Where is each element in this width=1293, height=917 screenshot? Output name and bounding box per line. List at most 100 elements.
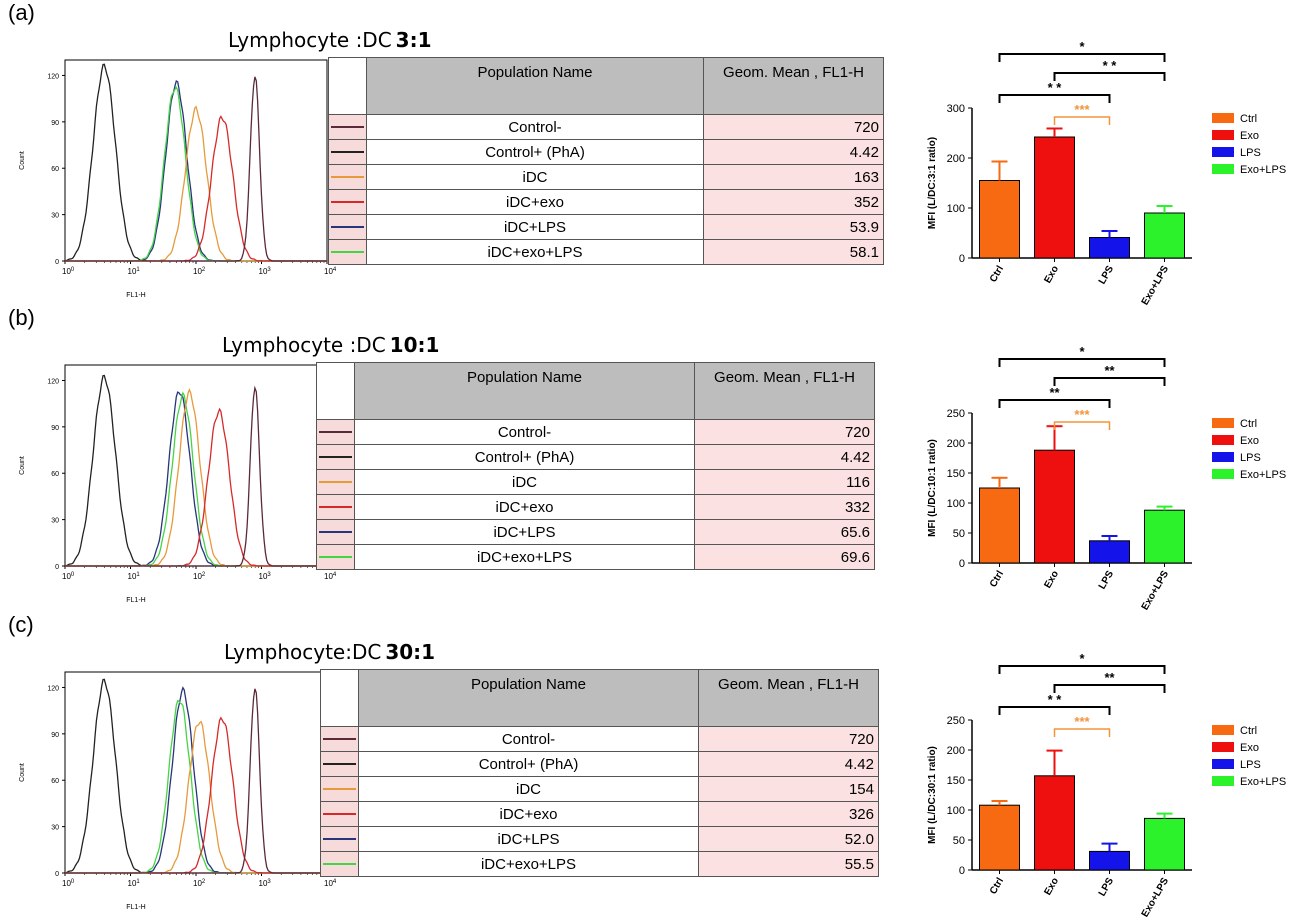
legend-label: Exo (1240, 130, 1259, 142)
table-row: iDC 116 (316, 469, 875, 495)
histogram-xlabel: FL1-H (126, 292, 145, 299)
bar-ytick-label: 100 (947, 498, 965, 510)
population-name: Control- (354, 419, 695, 445)
bar-xtick-label: LPS (1097, 264, 1116, 287)
population-name: iDC+exo (366, 189, 704, 215)
significance-label: * (1079, 39, 1085, 54)
swatch-line (331, 226, 364, 228)
histogram-xtick-label: 100 (62, 879, 75, 888)
swatch-line (323, 863, 356, 865)
bar (1089, 850, 1130, 871)
significance-bracket (998, 399, 1111, 408)
significance-bracket (998, 665, 1166, 674)
swatch-line (319, 456, 352, 458)
table-row: iDC+exo+LPS 69.6 (316, 544, 875, 570)
title-prefix: Lymphocyte :DC (228, 28, 392, 52)
table-row: Control- 720 (328, 114, 884, 140)
histogram-ytick-label: 0 (55, 259, 59, 266)
panel-title: Lymphocyte :DC 3:1 (228, 28, 432, 52)
bar-xtick-label: Exo+LPS (1140, 569, 1172, 613)
swatch-line (319, 556, 352, 558)
bar (1144, 509, 1185, 564)
histogram-xtick-label: 104 (324, 879, 337, 888)
geom-mean-value: 4.42 (703, 139, 884, 165)
bar-ytick-label: 0 (959, 558, 965, 570)
legend-label: Ctrl (1240, 725, 1257, 737)
significance-label: * (1079, 651, 1085, 666)
table-row: iDC+exo 326 (320, 801, 879, 827)
series-swatch (328, 164, 367, 190)
panel-label: (c) (8, 612, 34, 637)
population-name: iDC+exo (358, 801, 699, 827)
table-row: iDC+LPS 65.6 (316, 519, 875, 545)
histogram-xtick-label: 103 (259, 572, 272, 581)
population-name: iDC+exo+LPS (358, 851, 699, 877)
population-table: Population Name Geom. Mean , FL1-H Control… (316, 362, 875, 570)
header-population-name: Population Name (366, 57, 704, 115)
geom-mean-value: 154 (698, 776, 879, 802)
legend-swatch (1212, 435, 1234, 445)
histogram-xtick-exponent: 0 (71, 572, 75, 578)
histogram-xtick-label: 104 (324, 267, 337, 276)
population-name: iDC+LPS (358, 826, 699, 852)
bar-ytick-label: 200 (947, 438, 965, 450)
legend-swatch (1212, 469, 1234, 479)
histogram-xlabel: FL1-H (126, 904, 145, 911)
histogram-ytick-label: 60 (51, 471, 59, 478)
histogram-xtick-exponent: 4 (333, 267, 337, 273)
population-name: iDC+LPS (366, 214, 704, 240)
swatch-line (319, 506, 352, 508)
bar (1089, 237, 1130, 259)
panel-title: Lymphocyte :DC 10:1 (222, 333, 439, 357)
swatch-line (323, 838, 356, 840)
bar-ytick-label: 200 (947, 153, 965, 165)
bar-xtick-label: Ctrl (988, 876, 1006, 897)
histogram-series-line (65, 688, 327, 874)
header-geom-mean: Geom. Mean , FL1-H (694, 362, 875, 420)
population-name: Control+ (PhA) (358, 751, 699, 777)
significance-label: ** (1104, 670, 1115, 685)
histogram-ytick-label: 120 (47, 378, 59, 385)
histogram-xtick-label: 101 (128, 572, 141, 581)
legend-label: LPS (1240, 147, 1261, 159)
histogram-xtick-exponent: 1 (136, 572, 140, 578)
geom-mean-value: 53.9 (703, 214, 884, 240)
series-swatch (320, 801, 359, 827)
histogram-ylabel: Count (19, 456, 26, 475)
histogram-xtick-label: 103 (259, 879, 272, 888)
histogram-ylabel: Count (19, 151, 26, 170)
panel-label: (b) (8, 305, 35, 330)
geom-mean-value: 58.1 (703, 239, 884, 265)
bar (1034, 449, 1075, 564)
geom-mean-value: 163 (703, 164, 884, 190)
bar-xtick-label: Exo+LPS (1140, 876, 1172, 917)
population-name: iDC+exo+LPS (354, 544, 695, 570)
geom-mean-value: 65.6 (694, 519, 875, 545)
population-name: Control- (366, 114, 704, 140)
geom-mean-value: 52.0 (698, 826, 879, 852)
histogram-xtick-exponent: 3 (267, 572, 271, 578)
significance-label: * (1079, 344, 1085, 359)
series-swatch (316, 444, 355, 470)
histogram-xtick-label: 102 (193, 879, 206, 888)
significance-bracket (1053, 72, 1166, 81)
series-swatch (320, 751, 359, 777)
geom-mean-value: 326 (698, 801, 879, 827)
geom-mean-value: 116 (694, 469, 875, 495)
bar-chart: 0 50 100 150 200 250 MFI (L/DC:10:1 ratio) Ctrl… (927, 344, 1286, 612)
bar-ytick-label: 0 (959, 865, 965, 877)
swatch-line (331, 251, 364, 253)
bar-xtick-label: Ctrl (988, 264, 1006, 285)
table-row: iDC+LPS 53.9 (328, 214, 884, 240)
legend-swatch (1212, 452, 1234, 462)
population-name: iDC (354, 469, 695, 495)
bar-xtick-label: Exo+LPS (1140, 264, 1172, 308)
table-row: iDC+LPS 52.0 (320, 826, 879, 852)
bar-ytick-label: 300 (947, 103, 965, 115)
histogram-xlabel: FL1-H (126, 597, 145, 604)
bar-xtick-label: Exo (1042, 264, 1061, 285)
panel-label: (a) (8, 0, 35, 25)
swatch-header (316, 362, 355, 420)
swatch-line (323, 738, 356, 740)
bar (1034, 775, 1075, 871)
